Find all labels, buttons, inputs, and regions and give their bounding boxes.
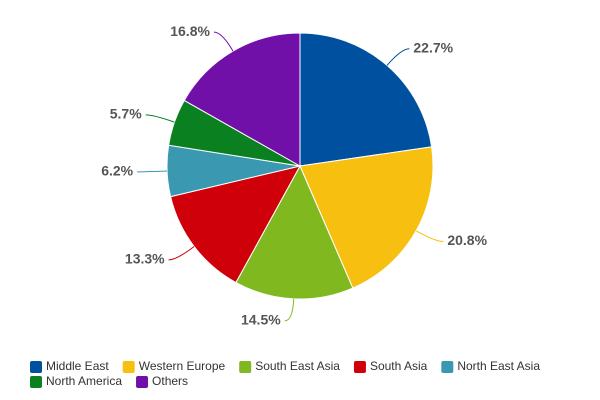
legend-marker — [136, 376, 149, 388]
leader-line — [137, 170, 168, 173]
legend-label: Middle East — [46, 359, 109, 373]
legend-label: North America — [46, 374, 122, 388]
data-label: 16.8% — [170, 23, 210, 39]
data-label: 14.5% — [241, 312, 281, 328]
leader-line — [386, 48, 410, 66]
data-label: 5.7% — [110, 106, 142, 122]
leader-line — [145, 114, 175, 123]
pie-slice — [299, 146, 434, 289]
data-label: 13.3% — [125, 251, 165, 267]
data-label: 22.7% — [413, 39, 453, 55]
legend-label: Others — [152, 374, 188, 388]
legend-label: Western Europe — [139, 359, 226, 373]
legend-marker — [441, 361, 454, 373]
pie-slice — [183, 32, 301, 167]
legend-label: North East Asia — [457, 359, 540, 373]
legend-marker — [353, 361, 366, 373]
legend-label: South East Asia — [255, 359, 340, 373]
leader-line — [213, 31, 234, 52]
legend-label: South Asia — [370, 359, 428, 373]
pie-slice — [235, 164, 354, 300]
leader-line — [284, 298, 295, 322]
data-label: 20.8% — [447, 232, 487, 248]
pie-slice — [299, 32, 433, 167]
legend-marker — [30, 361, 42, 373]
legend-marker — [122, 361, 135, 373]
legend-marker — [239, 361, 252, 373]
legend-marker — [30, 376, 42, 388]
data-label: 6.2% — [101, 163, 133, 179]
leader-line — [415, 230, 444, 243]
leader-line — [168, 246, 195, 261]
